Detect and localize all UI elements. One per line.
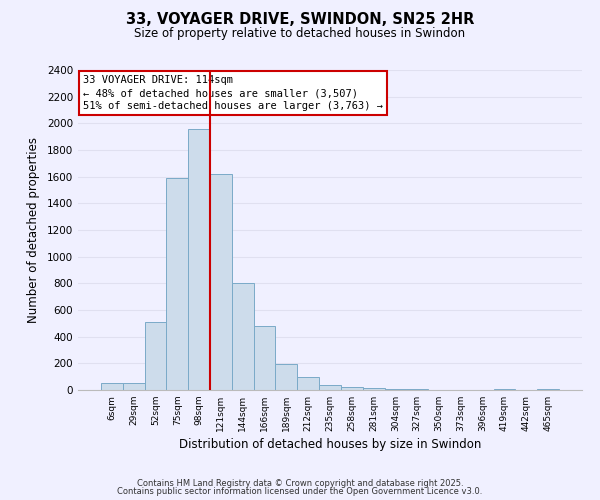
- Bar: [297, 378, 319, 390]
- Bar: [101, 382, 123, 390]
- Bar: [166, 178, 188, 390]
- Bar: [210, 174, 232, 390]
- Text: Contains public sector information licensed under the Open Government Licence v3: Contains public sector information licen…: [118, 487, 482, 496]
- Text: Contains HM Land Registry data © Crown copyright and database right 2025.: Contains HM Land Registry data © Crown c…: [137, 478, 463, 488]
- Bar: [232, 284, 254, 390]
- Bar: [385, 388, 406, 390]
- Y-axis label: Number of detached properties: Number of detached properties: [27, 137, 40, 323]
- Text: Size of property relative to detached houses in Swindon: Size of property relative to detached ho…: [134, 28, 466, 40]
- Text: 33 VOYAGER DRIVE: 114sqm
← 48% of detached houses are smaller (3,507)
51% of sem: 33 VOYAGER DRIVE: 114sqm ← 48% of detach…: [83, 75, 383, 111]
- Bar: [275, 364, 297, 390]
- Bar: [145, 322, 166, 390]
- Bar: [188, 128, 210, 390]
- Bar: [363, 388, 385, 390]
- Bar: [254, 326, 275, 390]
- Bar: [319, 386, 341, 390]
- Bar: [341, 386, 363, 390]
- Bar: [123, 384, 145, 390]
- Text: 33, VOYAGER DRIVE, SWINDON, SN25 2HR: 33, VOYAGER DRIVE, SWINDON, SN25 2HR: [126, 12, 474, 28]
- X-axis label: Distribution of detached houses by size in Swindon: Distribution of detached houses by size …: [179, 438, 481, 451]
